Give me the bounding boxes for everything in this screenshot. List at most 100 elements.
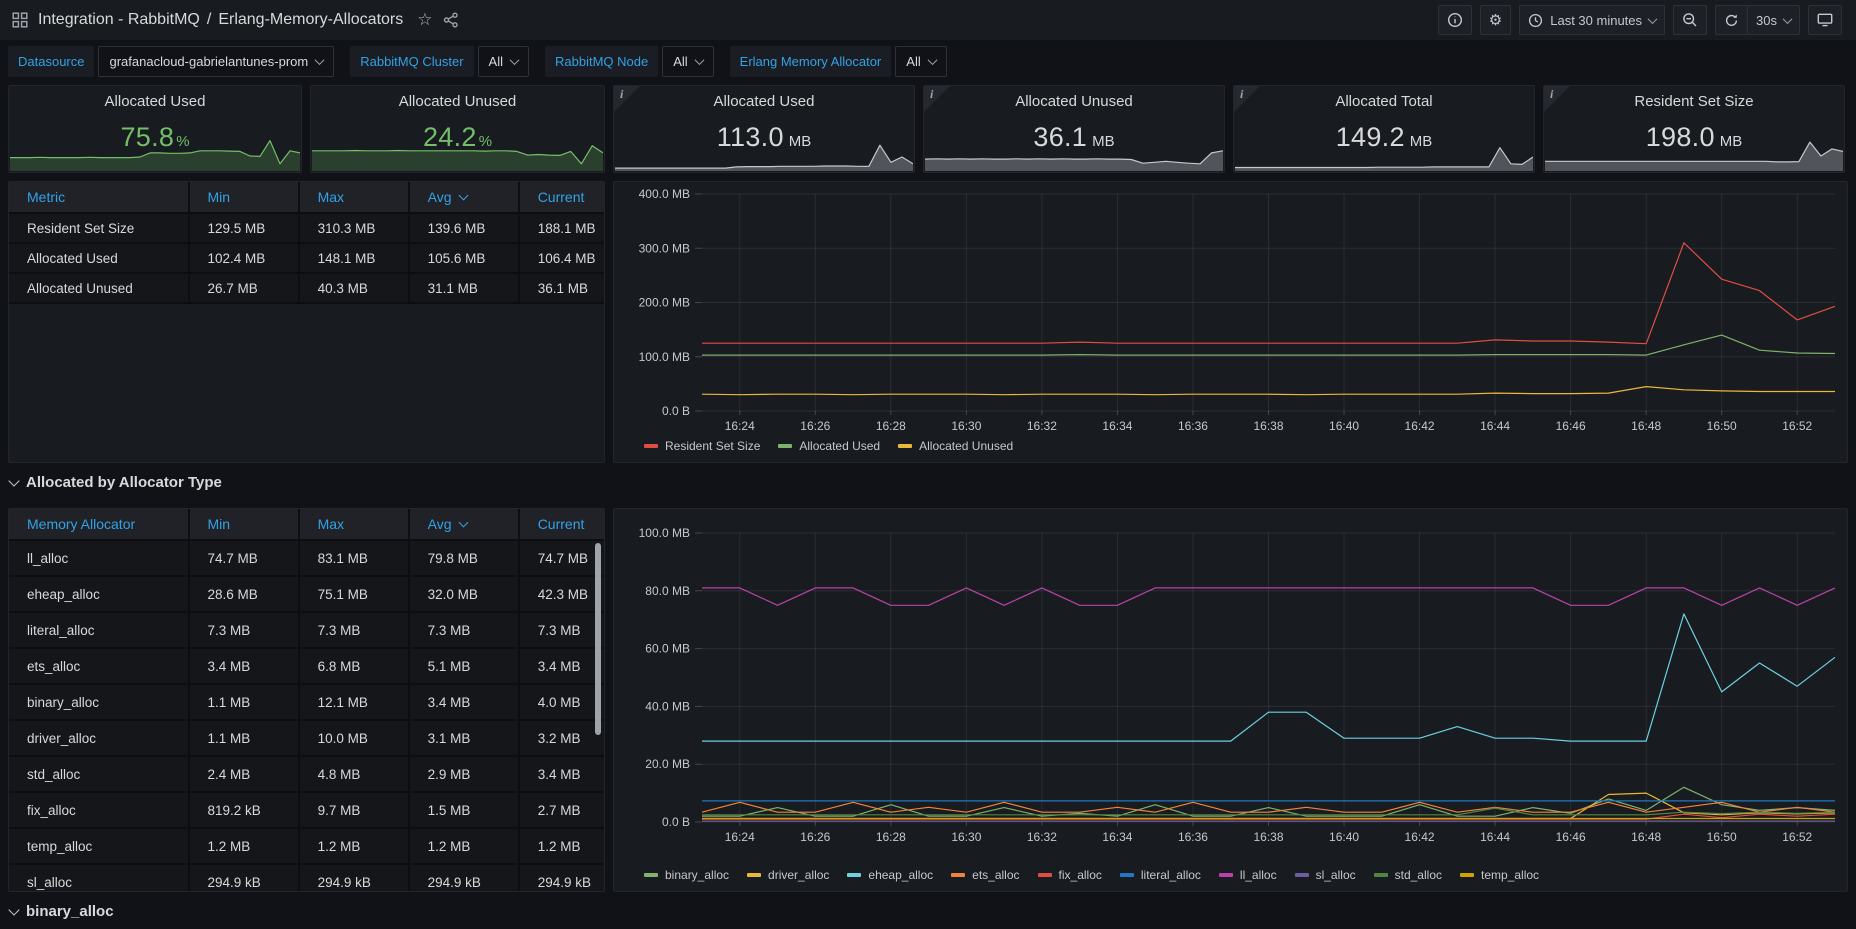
panel-stat-resident-set-size[interactable]: i Resident Set Size 198.0 MB: [1543, 85, 1845, 173]
table-cell: 36.1 MB: [517, 274, 604, 302]
filter-value-dropdown[interactable]: grafanacloud-gabrielantunes-prom: [98, 46, 335, 77]
chart-alloc-legend: binary_alloc driver_alloc eheap_alloc ets_a…: [644, 868, 1539, 882]
legend-item-fix-alloc[interactable]: fix_alloc: [1037, 868, 1102, 882]
legend-swatch: [778, 444, 793, 448]
filter-label[interactable]: Datasource: [8, 46, 95, 77]
legend-item-ets-alloc[interactable]: ets_alloc: [951, 868, 1020, 882]
legend-item-driver-alloc[interactable]: driver_alloc: [747, 868, 829, 882]
table-cell: 139.6 MB: [407, 214, 518, 242]
table-cell: 9.7 MB: [297, 793, 408, 827]
filter-value-dropdown[interactable]: All: [477, 46, 529, 77]
legend-item-ll-alloc[interactable]: ll_alloc: [1218, 868, 1277, 882]
table-row: driver_alloc 1.1 MB 10.0 MB 3.1 MB 3.2 MB: [9, 721, 604, 757]
panel-memory-usage-chart[interactable]: 400.0 MB 300.0 MB 200.0 MB 100.0 MB 0.0 B 16:…: [613, 181, 1848, 463]
column-header-memory-allocator[interactable]: Memory Allocator: [27, 516, 136, 532]
table-row: literal_alloc 7.3 MB 7.3 MB 7.3 MB 7.3 MB: [9, 613, 604, 649]
legend-item-sl-alloc[interactable]: sl_alloc: [1294, 868, 1356, 882]
allocator-table: Memory Allocator Min Max Avg Current ll_alloc…: [9, 509, 604, 891]
legend-item-std-alloc[interactable]: std_alloc: [1373, 868, 1442, 882]
memory-usage-plot[interactable]: 400.0 MB 300.0 MB 200.0 MB 100.0 MB 0.0 B 16:…: [614, 182, 1847, 462]
column-header-current[interactable]: Current: [517, 182, 604, 212]
legend-swatch: [747, 873, 762, 877]
panel-stat-allocated-unused[interactable]: i Allocated Unused 36.1 MB: [923, 85, 1225, 173]
series-eheap-alloc: [702, 613, 1836, 742]
filter-label[interactable]: Erlang Memory Allocator: [729, 46, 892, 77]
stat-unit: %: [176, 133, 190, 150]
svg-text:20.0 MB: 20.0 MB: [645, 757, 690, 771]
table-cell: 2.9 MB: [407, 757, 518, 791]
sparkline: [1235, 137, 1534, 171]
legend-swatch: [951, 873, 966, 877]
sparkline: [10, 137, 301, 171]
legend-item-resident-set-size[interactable]: Resident Set Size: [644, 439, 760, 453]
svg-text:400.0 MB: 400.0 MB: [639, 187, 690, 201]
star-icon[interactable]: ☆: [417, 10, 433, 29]
allocator-plot[interactable]: 100.0 MB 80.0 MB 60.0 MB 40.0 MB 20.0 MB 0.0 …: [614, 509, 1847, 891]
refresh-button[interactable]: [1715, 5, 1748, 35]
panel-info-corner-icon[interactable]: i: [614, 86, 640, 112]
time-range-label: Last 30 minutes: [1550, 12, 1643, 28]
panel-gauge-allocated-used[interactable]: Allocated Used 75.8%: [8, 85, 302, 173]
section-binary-alloc[interactable]: binary_alloc: [8, 903, 114, 920]
panel-allocator-chart[interactable]: 100.0 MB 80.0 MB 60.0 MB 40.0 MB 20.0 MB 0.0 …: [613, 508, 1848, 892]
filter-label[interactable]: RabbitMQ Node: [544, 46, 659, 77]
table-row: ll_alloc 74.7 MB 83.1 MB 79.8 MB 74.7 MB: [9, 541, 604, 577]
panel-info-corner-icon[interactable]: i: [1544, 86, 1570, 112]
panel-title: Allocated Unused: [1015, 93, 1133, 110]
column-header-max[interactable]: Max: [297, 509, 408, 539]
chevron-down-icon: [927, 55, 938, 66]
section-allocated-by-allocator-type[interactable]: Allocated by Allocator Type: [8, 474, 222, 491]
column-header-avg[interactable]: Avg: [407, 509, 518, 539]
share-icon[interactable]: [443, 12, 459, 28]
panel-title: Allocated Used: [713, 93, 815, 110]
filter-bar: Datasource grafanacloud-gabrielantunes-pr…: [8, 46, 963, 77]
column-header-min[interactable]: Min: [187, 182, 298, 212]
panel-title: Allocated Total: [1335, 93, 1433, 110]
legend-item-literal-alloc[interactable]: literal_alloc: [1119, 868, 1201, 882]
svg-text:16:46: 16:46: [1556, 419, 1586, 433]
legend-label: Allocated Unused: [919, 439, 1014, 453]
legend-item-allocated-unused[interactable]: Allocated Unused: [898, 439, 1013, 453]
zoom-out-button[interactable]: [1673, 5, 1708, 35]
panel-info-corner-icon[interactable]: i: [924, 86, 950, 112]
table-cell: 12.1 MB: [297, 685, 408, 719]
table-cell: eheap_alloc: [27, 586, 100, 602]
legend-item-allocated-used[interactable]: Allocated Used: [778, 439, 880, 453]
column-header-avg[interactable]: Avg: [407, 182, 518, 212]
legend-swatch: [1373, 873, 1388, 877]
column-header-current[interactable]: Current: [517, 509, 604, 539]
breadcrumb-folder[interactable]: Integration - RabbitMQ: [38, 11, 200, 28]
stat-value: 149.2: [1335, 122, 1405, 152]
filter-value-dropdown[interactable]: All: [662, 46, 714, 77]
legend-item-temp-alloc[interactable]: temp_alloc: [1460, 868, 1539, 882]
table-cell: 1.2 MB: [187, 829, 298, 863]
filter-label[interactable]: RabbitMQ Cluster: [350, 46, 474, 77]
dashboard-settings-button[interactable]: ⚙: [1479, 5, 1512, 35]
column-header-min[interactable]: Min: [187, 509, 298, 539]
table-cell: 3.4 MB: [407, 685, 518, 719]
column-header-metric[interactable]: Metric: [27, 189, 66, 205]
legend-item-eheap-alloc[interactable]: eheap_alloc: [847, 868, 933, 882]
refresh-interval-dropdown[interactable]: 30s: [1747, 5, 1800, 35]
scrollbar-thumb[interactable]: [595, 543, 601, 735]
time-range-picker[interactable]: Last 30 minutes: [1519, 5, 1666, 35]
legend-label: sl_alloc: [1315, 868, 1356, 882]
table-scrollbar[interactable]: [594, 543, 602, 885]
panel-stat-allocated-used[interactable]: i Allocated Used 113.0 MB: [613, 85, 915, 173]
panel-info-corner-icon[interactable]: i: [1234, 86, 1260, 112]
tv-mode-button[interactable]: [1808, 5, 1842, 35]
table-cell: 7.3 MB: [297, 613, 408, 647]
table-cell: 7.3 MB: [187, 613, 298, 647]
legend-swatch: [847, 873, 862, 877]
panel-gauge-allocated-unused[interactable]: Allocated Unused 24.2%: [310, 85, 605, 173]
panel-stat-allocated-total[interactable]: i Allocated Total 149.2 MB: [1233, 85, 1535, 173]
stat-value: 24.2: [422, 122, 477, 152]
dashboard-title[interactable]: Integration - RabbitMQ / Erlang-Memory-A…: [38, 11, 403, 29]
filter-value-dropdown[interactable]: All: [895, 46, 947, 77]
legend-item-binary-alloc[interactable]: binary_alloc: [644, 868, 729, 882]
apps-grid-icon[interactable]: [12, 12, 28, 28]
panel-info-button[interactable]: [1437, 5, 1472, 35]
column-header-max[interactable]: Max: [297, 182, 408, 212]
legend-swatch: [644, 873, 658, 877]
